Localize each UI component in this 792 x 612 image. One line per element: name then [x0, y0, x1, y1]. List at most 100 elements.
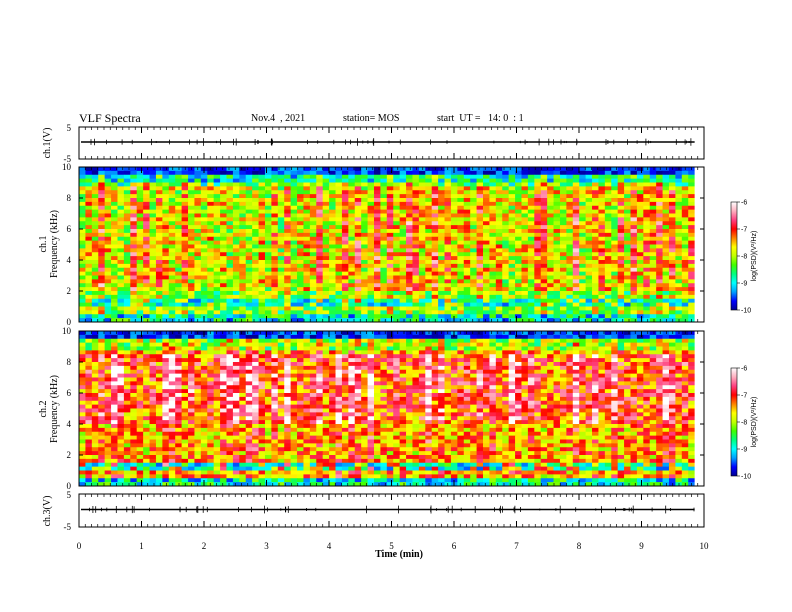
spectrogram-cell — [181, 194, 189, 199]
spectrogram-cell — [668, 263, 676, 269]
spectrogram-cell — [406, 198, 413, 203]
spectrogram-cell — [502, 362, 510, 367]
spectrogram-cell — [136, 232, 144, 238]
spectrogram-cell — [406, 190, 413, 195]
spectrogram-cell — [611, 256, 619, 261]
spectrogram-cell — [457, 263, 465, 269]
spectrogram-cell — [130, 232, 138, 238]
spectrogram-cell — [329, 346, 336, 351]
spectrogram-cell — [444, 170, 452, 176]
spectrogram-cell — [559, 362, 567, 367]
spectrogram-cell — [98, 362, 106, 367]
spectrogram-cell — [611, 170, 619, 176]
spectrogram-cell — [104, 331, 112, 336]
spectrogram-cell — [418, 213, 426, 218]
spectrogram-cell — [636, 294, 644, 300]
spectrogram-cell — [386, 369, 394, 375]
spectrogram-cell — [393, 331, 401, 336]
spectrogram-cell — [188, 358, 195, 363]
spectrogram-cell — [521, 198, 529, 203]
spectrogram-cell — [643, 213, 651, 218]
spectrogram-cell — [540, 362, 548, 367]
spectrogram-cell — [566, 240, 574, 245]
spectrogram-cell — [143, 244, 150, 249]
spectrogram-cell — [585, 283, 593, 288]
spectrogram-cell — [566, 291, 574, 296]
spectrogram-cell — [630, 240, 638, 245]
spectrogram-cell — [572, 221, 580, 226]
spectrogram-cell — [547, 186, 554, 191]
spectrogram-cell — [521, 310, 529, 315]
spectrogram-cell — [470, 358, 477, 363]
spectrogram-cell — [380, 338, 388, 344]
spectrogram-cell — [399, 346, 407, 351]
spectrogram-cell — [168, 302, 176, 307]
spectrogram-cell — [367, 205, 375, 211]
spectrogram-cell — [130, 294, 138, 300]
spectrogram-cell — [521, 205, 529, 211]
spectrogram-cell — [508, 263, 516, 269]
spectrogram-cell — [656, 358, 663, 363]
spectrogram-cell — [508, 240, 516, 245]
spectrogram-cell — [656, 302, 663, 307]
spectrogram-cell — [322, 342, 330, 347]
spectrogram-cell — [386, 260, 394, 265]
spectrogram-cell — [662, 310, 670, 315]
spectrogram-cell — [130, 354, 138, 359]
spectrogram-cell — [258, 225, 266, 230]
spectrogram-cell — [527, 314, 535, 319]
spectrogram-cell — [611, 240, 619, 245]
spectrogram-cell — [540, 279, 548, 284]
spectrogram-cell — [348, 252, 356, 257]
spectrogram-cell — [329, 306, 336, 311]
spectrogram-cell — [470, 365, 477, 371]
spectrogram-cell — [104, 225, 112, 230]
spectrogram-cell — [143, 369, 150, 375]
spectrogram-cell — [98, 350, 106, 355]
spectrogram-cell — [406, 350, 413, 355]
spectrogram-cell — [604, 205, 612, 211]
spectrogram-cell — [598, 205, 606, 211]
spectrogram-cell — [207, 170, 215, 176]
spectrogram-cell — [450, 358, 458, 363]
spectrogram-cell — [598, 260, 606, 265]
spectrogram-cell — [438, 287, 445, 292]
spectrogram-cell — [194, 279, 202, 284]
spectrogram-cell — [380, 279, 388, 284]
spectrogram-cell — [470, 225, 477, 230]
spectrogram-cell — [303, 201, 311, 207]
spectrogram-cell — [463, 369, 471, 375]
spectrogram-cell — [341, 186, 349, 191]
spectrogram-cell — [290, 338, 298, 344]
spectrogram-cell — [188, 182, 195, 187]
spectrogram-cell — [277, 198, 285, 203]
spectrogram-cell — [598, 182, 606, 187]
spectrogram-cell — [662, 287, 670, 292]
spectrogram-cell — [252, 298, 259, 304]
spectrogram-cell — [598, 236, 606, 242]
spectrogram-cell — [354, 294, 362, 300]
spectrogram-cell — [636, 287, 644, 292]
spectrogram-cell — [111, 291, 118, 296]
ch1-waveform-trace — [81, 138, 695, 146]
spectrogram-cell — [181, 334, 189, 340]
spectrogram-cell — [386, 314, 394, 319]
spectrogram-cell — [168, 260, 176, 265]
spectrogram-cell — [386, 338, 394, 344]
spectrogram-cell — [470, 342, 477, 347]
spectrogram-cell — [341, 248, 349, 253]
spectrogram-cell — [463, 358, 471, 363]
spectrogram-cell — [155, 350, 163, 355]
spectrogram-cell — [123, 178, 131, 183]
spectrogram-cell — [354, 342, 362, 347]
spectrogram-cell — [213, 291, 221, 296]
spectrogram-cell — [130, 365, 138, 371]
spectrogram-cell — [463, 279, 471, 284]
spectrogram-cell — [271, 205, 279, 211]
spectrogram-cell — [91, 201, 99, 207]
spectrogram-cell — [361, 314, 368, 319]
spectrogram-cell — [406, 205, 413, 211]
spectrogram-cell — [585, 256, 593, 261]
spectrogram-cell — [604, 170, 612, 176]
spectrogram-cell — [604, 338, 612, 344]
